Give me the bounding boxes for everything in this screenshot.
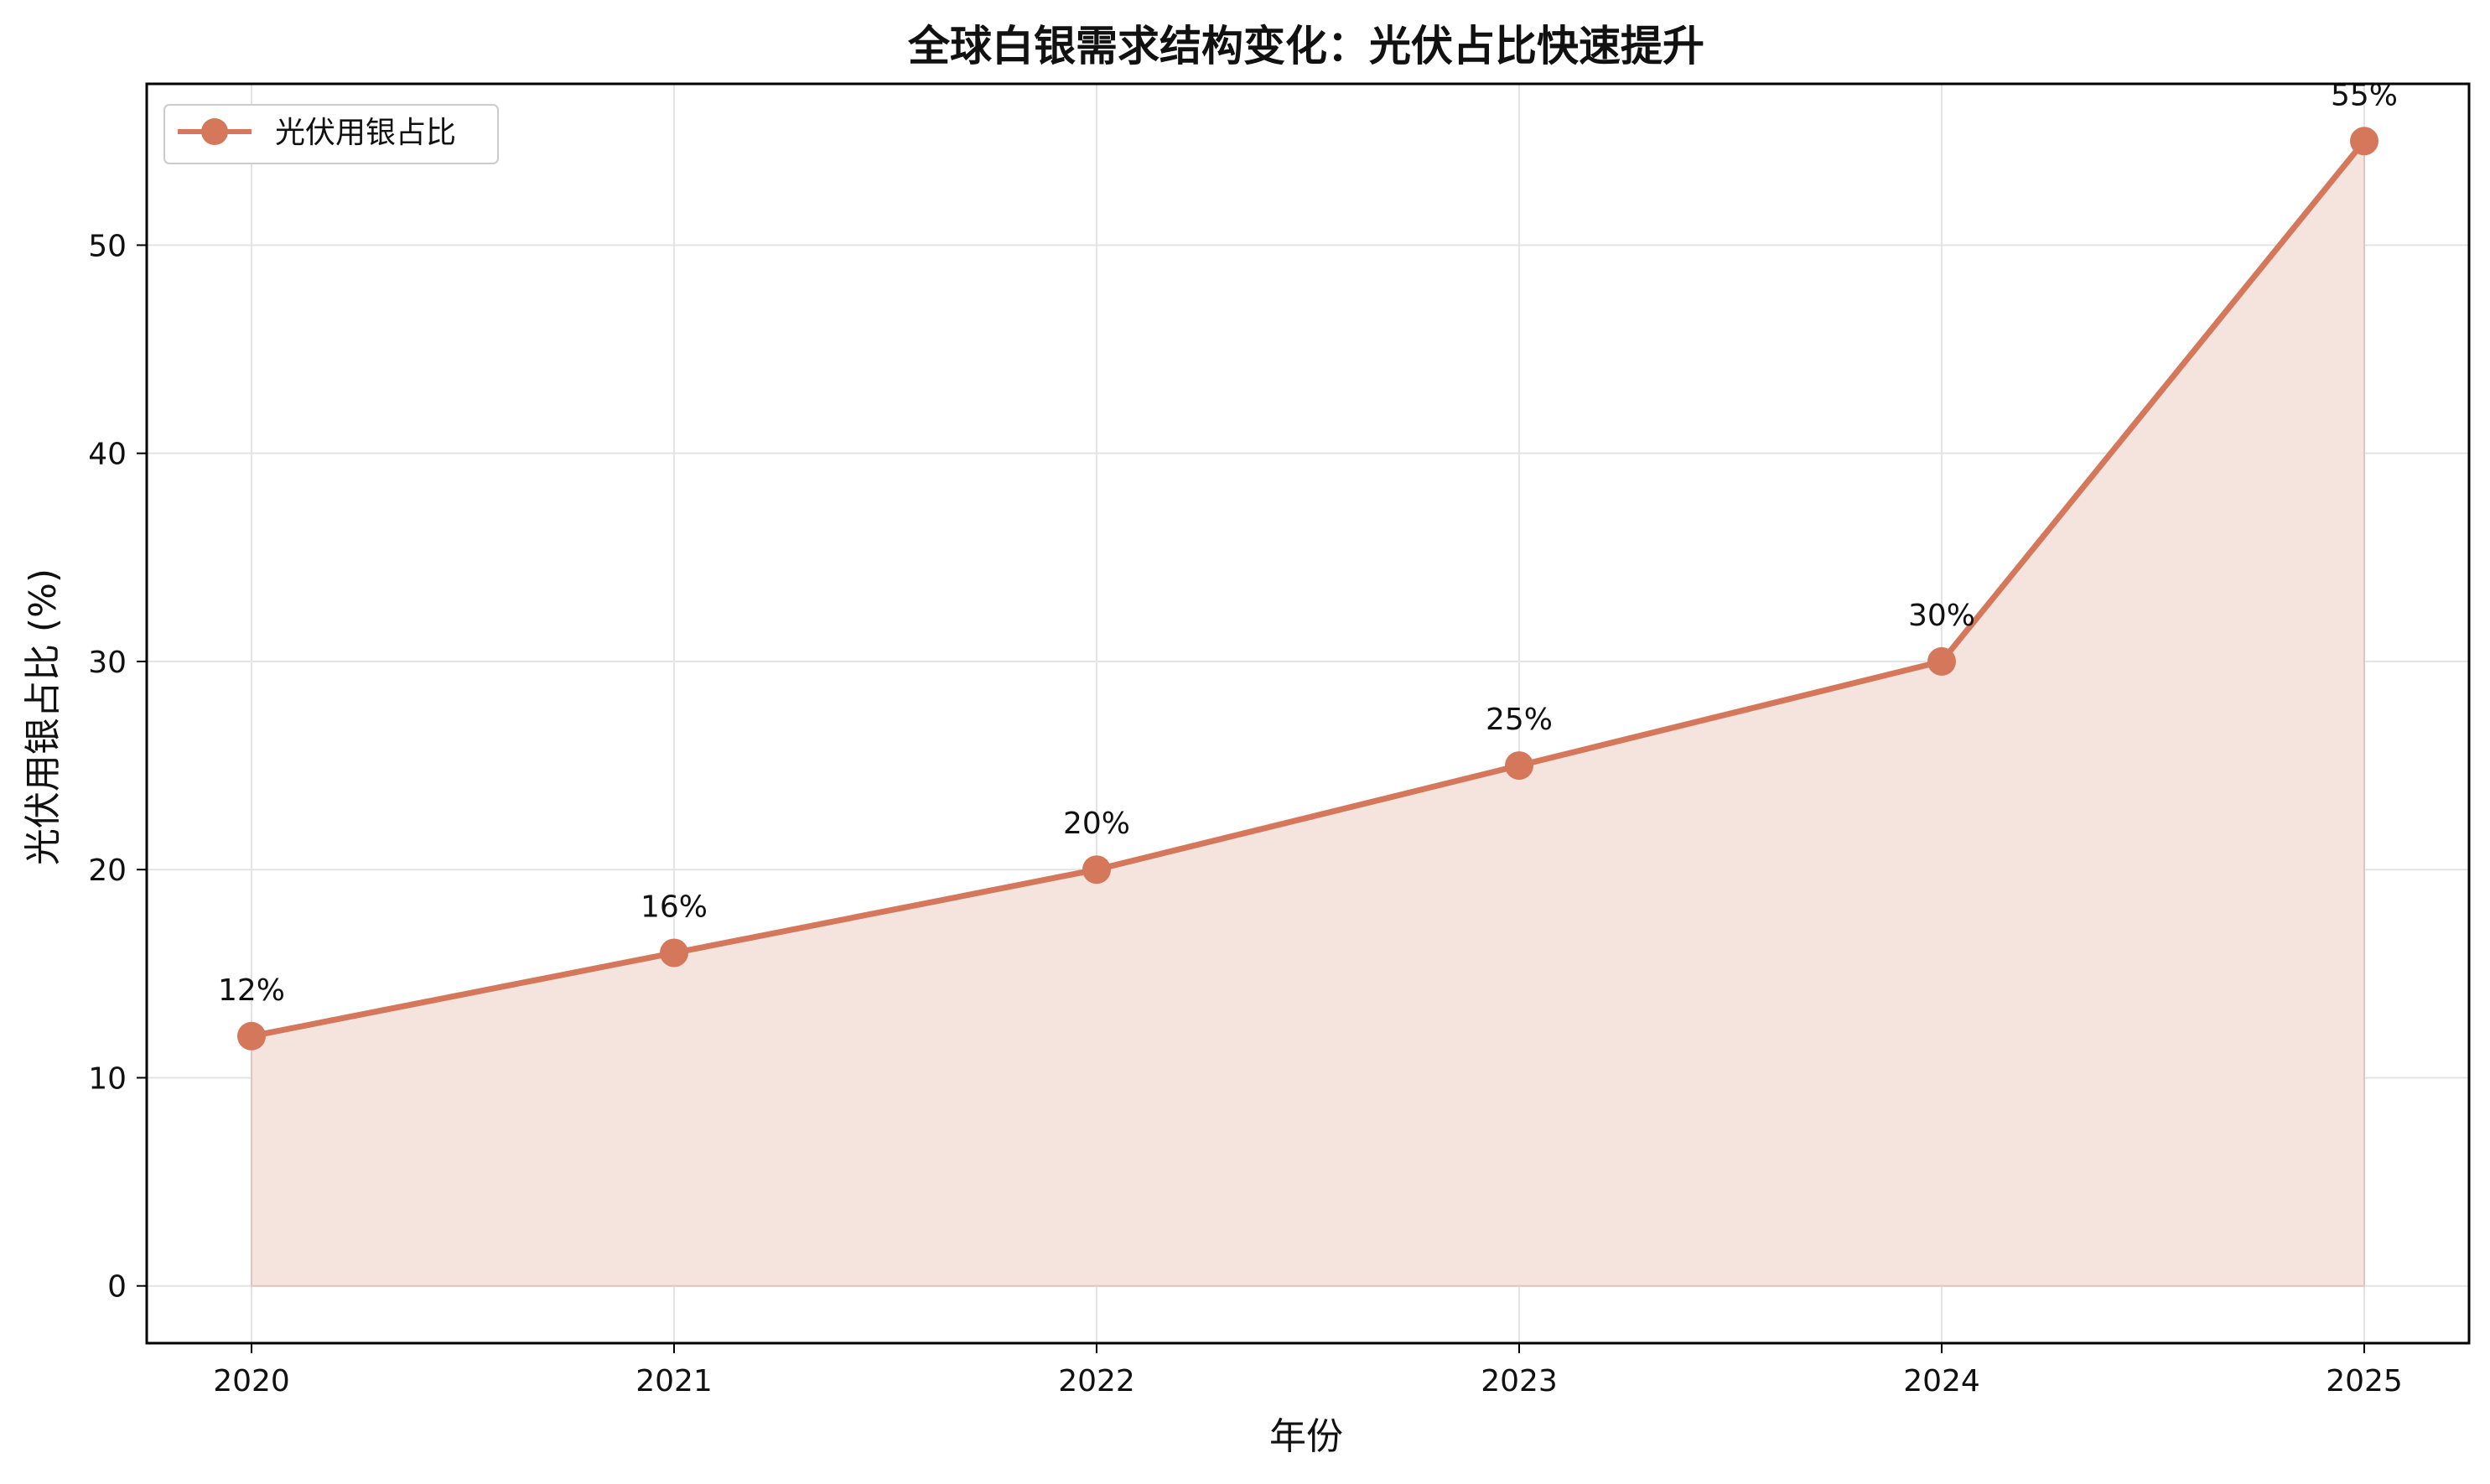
y-tick-label: 50 (88, 229, 127, 263)
chart-title: 全球白银需求结构变化：光伏占比快速提升 (907, 22, 1704, 70)
series-line (251, 139, 2367, 1040)
x-axis-label: 年份 (1269, 1415, 1343, 1458)
plot-frame (145, 82, 2471, 1345)
data-label: 20% (1063, 807, 1130, 841)
data-label: 30% (1908, 599, 1975, 633)
y-tick-label: 40 (88, 438, 127, 472)
data-labels: 12%16%20%25%30%55% (218, 78, 2398, 1008)
legend-marker (201, 118, 228, 145)
data-label: 16% (641, 890, 708, 925)
legend-box (163, 104, 499, 164)
x-axis-ticks: 2020 2021 2022 2023 2024 2025 (213, 1343, 2403, 1398)
x-tick-label: 2021 (635, 1364, 713, 1398)
data-point (1082, 855, 1111, 885)
y-axis-ticks: 0 10 20 30 40 50 (88, 229, 147, 1305)
x-tick-label: 2025 (2326, 1364, 2403, 1398)
data-label: 25% (1486, 703, 1553, 737)
data-points (237, 127, 2378, 1051)
data-point (2350, 127, 2378, 156)
data-point (660, 938, 688, 968)
data-label: 12% (218, 973, 285, 1008)
legend-label: 光伏用银占比 (275, 116, 456, 150)
y-axis-label: 光伏用银占比 (%) (22, 568, 65, 865)
data-point (1505, 751, 1533, 781)
x-tick-label: 2020 (213, 1364, 290, 1398)
x-tick-label: 2024 (1903, 1364, 1980, 1398)
area-fill (251, 138, 2365, 1287)
x-tick-label: 2023 (1481, 1364, 1558, 1398)
y-tick-label: 20 (88, 854, 127, 888)
legend: 光伏用银占比 (163, 104, 499, 164)
y-tick-label: 0 (107, 1270, 127, 1305)
y-tick-label: 30 (88, 646, 127, 680)
data-point (237, 1021, 266, 1051)
data-point (1927, 646, 1956, 676)
x-tick-label: 2022 (1058, 1364, 1135, 1398)
y-tick-label: 10 (88, 1061, 127, 1096)
